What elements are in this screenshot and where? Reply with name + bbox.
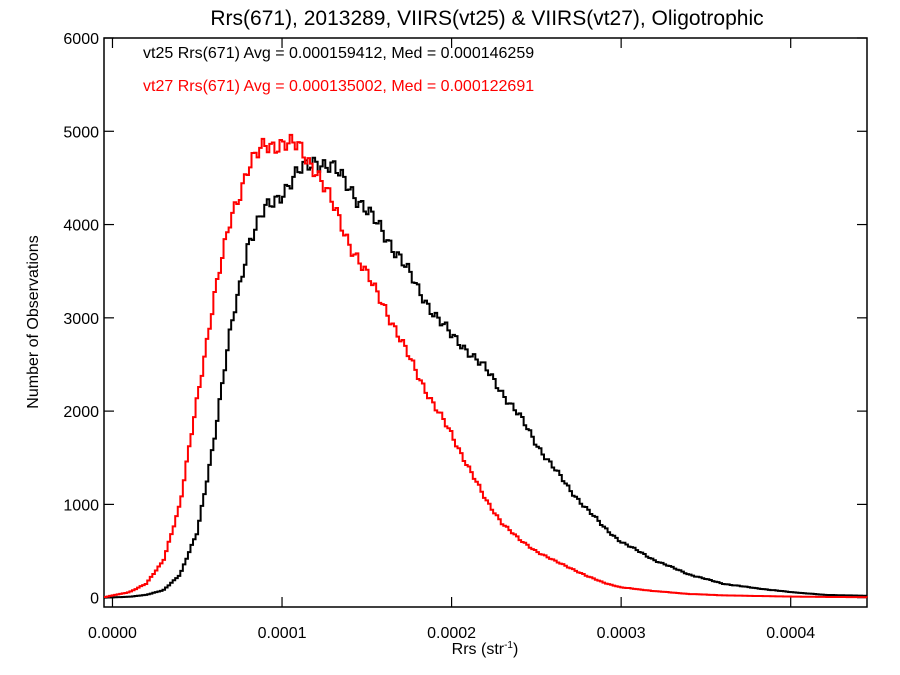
series-vt25-histogram xyxy=(104,156,867,599)
histogram-series xyxy=(104,133,868,599)
series-vt27-histogram xyxy=(104,133,868,599)
x-axis-label-main: Rrs (str xyxy=(452,641,505,658)
legend-entry-vt27: vt27 Rrs(671) Avg = 0.000135002, Med = 0… xyxy=(143,78,534,95)
x-tick-label: 0.0000 xyxy=(88,625,137,642)
x-axis-label: Rrs (str-1) xyxy=(452,640,519,658)
y-tick-label: 6000 xyxy=(63,31,99,48)
legend-entry-vt25: vt25 Rrs(671) Avg = 0.000159412, Med = 0… xyxy=(143,45,534,62)
x-axis-ticks: 0.0000 0.0001 0.0002 0.0003 0.0004 xyxy=(88,38,815,642)
x-tick-label: 0.0001 xyxy=(258,625,307,642)
y-tick-label: 0 xyxy=(90,591,99,608)
x-axis-label-superscript: -1 xyxy=(504,640,513,651)
x-axis-label-end: ) xyxy=(513,641,518,658)
y-axis-ticks: 0 1000 2000 3000 4000 5000 6000 xyxy=(63,31,867,608)
y-tick-label: 4000 xyxy=(63,218,99,235)
x-tick-label: 0.0004 xyxy=(766,625,815,642)
y-tick-label: 2000 xyxy=(63,404,99,421)
y-axis-label: Number of Observations xyxy=(25,235,42,408)
plot-frame xyxy=(103,37,868,608)
x-tick-label: 0.0003 xyxy=(597,625,646,642)
chart-title: Rrs(671), 2013289, VIIRS(vt25) & VIIRS(v… xyxy=(210,7,763,30)
y-tick-label: 1000 xyxy=(63,497,99,514)
x-tick-label: 0.0002 xyxy=(427,625,476,642)
y-tick-label: 3000 xyxy=(63,311,99,328)
y-tick-label: 5000 xyxy=(63,124,99,141)
